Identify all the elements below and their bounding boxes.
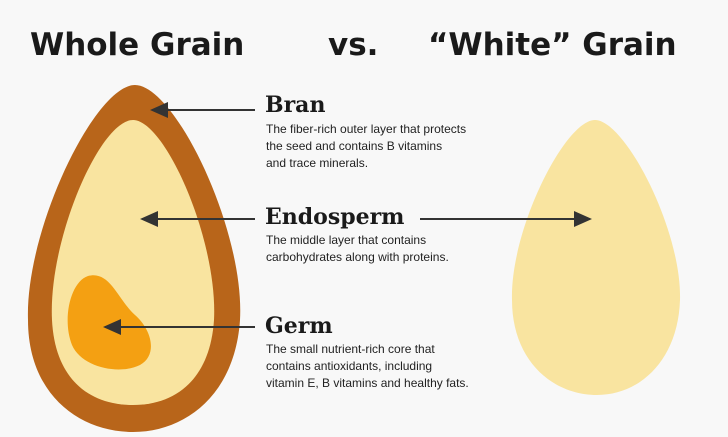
part-label: Germ [265, 313, 333, 339]
part-description: contains antioxidants, including [266, 359, 432, 373]
part-description: vitamin E, B vitamins and healthy fats. [266, 376, 469, 390]
part-description: The middle layer that contains [266, 233, 426, 247]
title-left: Whole Grain [30, 27, 244, 63]
part-description: and trace minerals. [266, 156, 368, 170]
part-description: the seed and contains B vitamins [266, 139, 442, 153]
title-middle: vs. [328, 27, 378, 63]
part-label: Bran [265, 92, 325, 118]
title-right: “White” Grain [428, 27, 677, 63]
part-description: carbohydrates along with proteins. [266, 250, 449, 264]
part-description: The small nutrient-rich core that [266, 342, 435, 356]
part-description: The fiber-rich outer layer that protects [266, 122, 466, 136]
white-grain [511, 120, 681, 395]
part-label: Endosperm [265, 204, 404, 230]
